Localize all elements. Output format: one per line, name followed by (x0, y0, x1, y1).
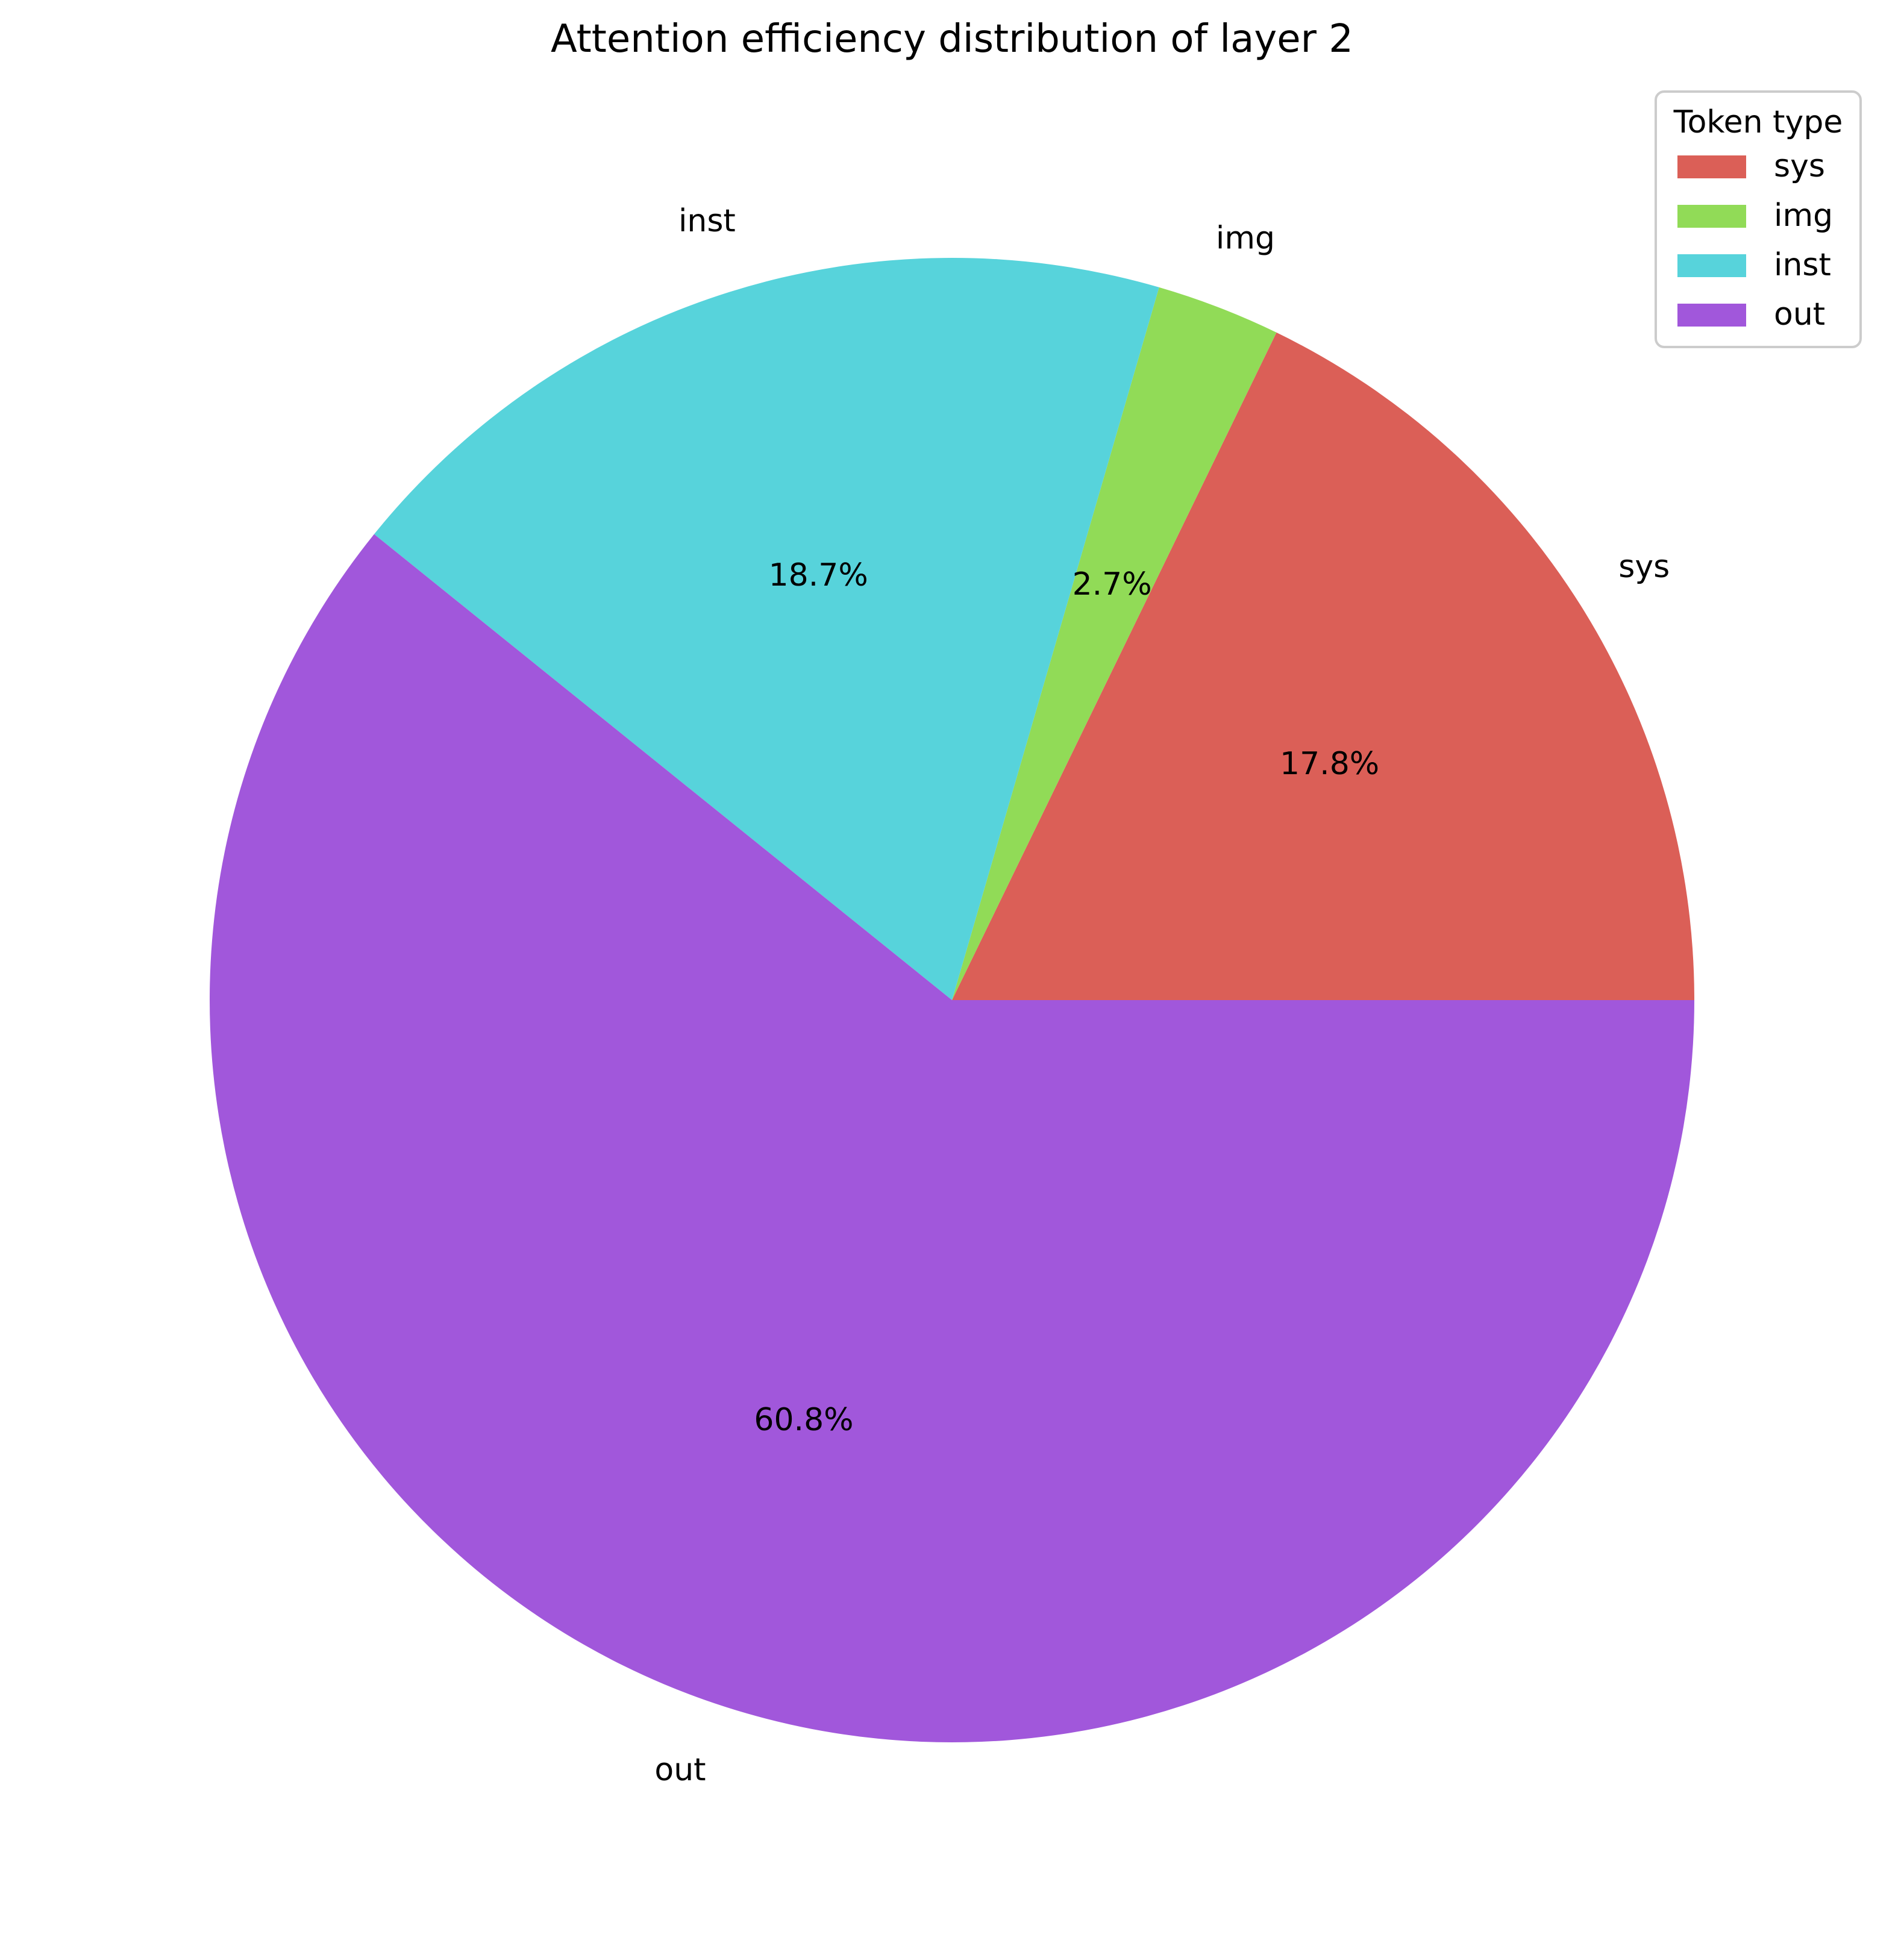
pie-slice-out (210, 534, 1695, 1742)
legend-swatch-img (1677, 205, 1746, 228)
legend-swatch-sys (1677, 155, 1746, 178)
pie-labels: sys 17.8% img 2.7% inst 18.7% out 60.8% (654, 203, 1670, 1788)
slice-value-label-img: 2.7% (1073, 566, 1152, 602)
chart-title: Attention efficiency distribution of lay… (551, 17, 1353, 61)
slice-label-img: img (1216, 220, 1275, 256)
legend-title: Token type (1673, 104, 1843, 140)
slice-label-inst: inst (678, 203, 736, 239)
legend-swatch-inst (1677, 254, 1746, 277)
legend-swatch-out (1677, 304, 1746, 327)
slice-label-sys: sys (1618, 549, 1670, 585)
legend-label-img: img (1774, 198, 1833, 234)
legend-label-inst: inst (1774, 247, 1831, 283)
pie-slices (210, 258, 1695, 1742)
legend-entries: sys img inst out (1677, 148, 1833, 333)
legend: Token type sys img inst out (1655, 90, 1862, 348)
slice-value-label-out: 60.8% (754, 1402, 853, 1438)
legend-label-sys: sys (1774, 148, 1825, 184)
pie-slice-sys (952, 332, 1694, 1000)
slice-value-label-inst: 18.7% (769, 557, 868, 593)
slice-label-out: out (654, 1752, 706, 1788)
pie-slice-inst (374, 258, 1159, 1000)
pie-slice-img (952, 287, 1277, 1000)
legend-label-out: out (1774, 296, 1825, 333)
slice-value-label-sys: 17.8% (1280, 746, 1379, 782)
